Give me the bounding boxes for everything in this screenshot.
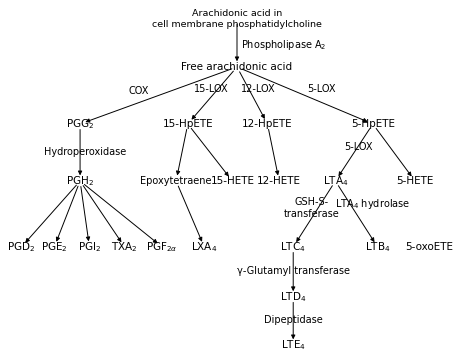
Text: Phospholipase A$_2$: Phospholipase A$_2$ (241, 38, 326, 52)
Text: 5-LOX: 5-LOX (345, 142, 373, 152)
Text: 12-HpETE: 12-HpETE (242, 119, 293, 129)
Text: γ-Glutamyl transferase: γ-Glutamyl transferase (237, 266, 350, 276)
Text: LTA$_4$: LTA$_4$ (323, 174, 348, 188)
Text: Hydroperoxidase: Hydroperoxidase (44, 147, 126, 157)
Text: PGH$_2$: PGH$_2$ (66, 174, 94, 188)
Text: 15-LOX: 15-LOX (194, 84, 228, 94)
Text: LTE$_4$: LTE$_4$ (281, 338, 306, 352)
Text: LTB$_4$: LTB$_4$ (365, 240, 390, 254)
Text: Free arachidonic acid: Free arachidonic acid (182, 62, 292, 72)
Text: 15-HpETE: 15-HpETE (163, 119, 213, 129)
Text: 5-HETE: 5-HETE (396, 176, 434, 186)
Text: 12-LOX: 12-LOX (241, 84, 275, 94)
Text: GSH-S-
transferase: GSH-S- transferase (284, 197, 340, 219)
Text: PGG$_2$: PGG$_2$ (66, 117, 94, 131)
Text: PGF$_{2\alpha}$: PGF$_{2\alpha}$ (146, 240, 178, 254)
Text: PGE$_2$: PGE$_2$ (41, 240, 68, 254)
Text: COX: COX (128, 86, 149, 96)
Text: Epoxytetraene: Epoxytetraene (140, 176, 212, 186)
Text: 12-HETE: 12-HETE (257, 176, 301, 186)
Text: 5-HpETE: 5-HpETE (351, 119, 395, 129)
Text: Arachidonic acid in
cell membrane phosphatidylcholine: Arachidonic acid in cell membrane phosph… (152, 9, 322, 29)
Text: 5-oxoETE: 5-oxoETE (405, 242, 453, 252)
Text: TXA$_2$: TXA$_2$ (111, 240, 138, 254)
Text: 5-LOX: 5-LOX (307, 84, 336, 94)
Text: Dipeptidase: Dipeptidase (264, 315, 323, 325)
Text: PGI$_2$: PGI$_2$ (78, 240, 101, 254)
Text: 15-HETE: 15-HETE (210, 176, 255, 186)
Text: LTC$_4$: LTC$_4$ (281, 240, 306, 254)
Text: LTA$_4$ hydrolase: LTA$_4$ hydrolase (335, 197, 410, 211)
Text: PGD$_2$: PGD$_2$ (8, 240, 36, 254)
Text: LTD$_4$: LTD$_4$ (280, 290, 306, 304)
Text: LXA$_4$: LXA$_4$ (191, 240, 218, 254)
